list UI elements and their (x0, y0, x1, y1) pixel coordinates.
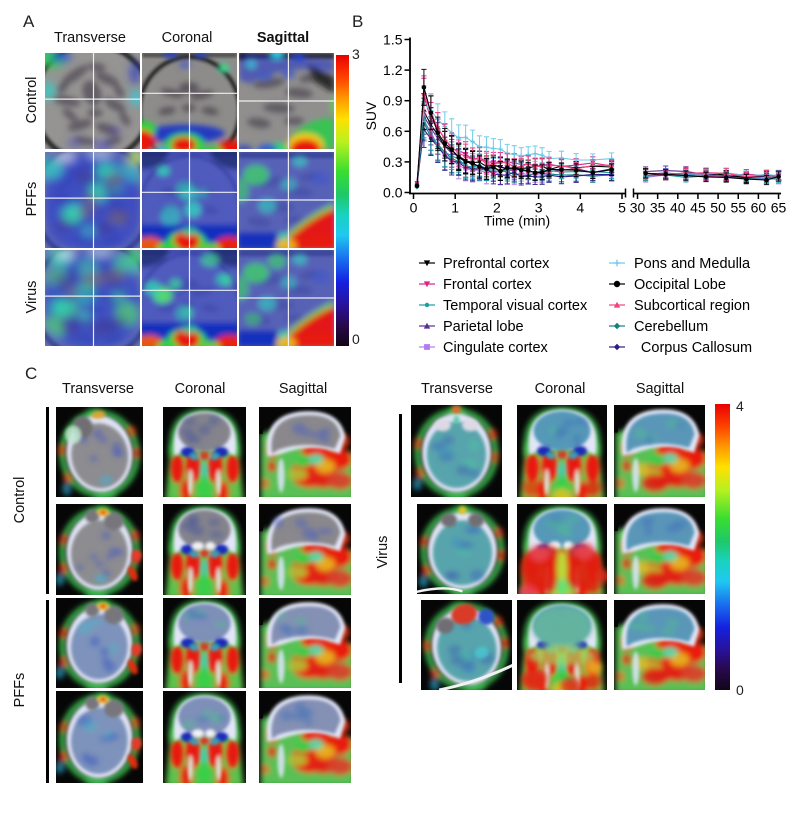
svg-text:0.6: 0.6 (383, 123, 403, 139)
svg-text:30: 30 (630, 200, 646, 216)
svg-text:0.0: 0.0 (383, 185, 403, 201)
svg-text:Time (min): Time (min) (484, 213, 550, 229)
svg-text:1.2: 1.2 (383, 62, 403, 78)
svg-text:Pons and Medulla: Pons and Medulla (634, 256, 751, 272)
svg-text:Cerebellum: Cerebellum (634, 319, 708, 335)
svg-text:1: 1 (451, 200, 459, 216)
svg-text:50: 50 (710, 200, 726, 216)
svg-text:65: 65 (771, 200, 787, 216)
svg-text:Cingulate cortex: Cingulate cortex (443, 340, 549, 356)
svg-text:0.9: 0.9 (383, 93, 403, 109)
svg-text:5: 5 (618, 200, 626, 216)
svg-text:0: 0 (410, 200, 418, 216)
svg-text:45: 45 (690, 200, 706, 216)
svg-text:1.5: 1.5 (383, 32, 403, 48)
svg-text:Temporal visual cortex: Temporal visual cortex (443, 298, 588, 314)
svg-text:35: 35 (650, 200, 666, 216)
svg-text:60: 60 (751, 200, 767, 216)
svg-text:Frontal cortex: Frontal cortex (443, 277, 532, 293)
svg-text:3: 3 (535, 200, 543, 216)
svg-text:Occipital Lobe: Occipital Lobe (634, 277, 726, 293)
svg-text:55: 55 (730, 200, 746, 216)
svg-text:Parietal lobe: Parietal lobe (443, 319, 524, 335)
svg-text:40: 40 (670, 200, 686, 216)
svg-text:Corpus Callosum: Corpus Callosum (634, 340, 752, 356)
svg-text:2: 2 (493, 200, 501, 216)
svg-text:SUV: SUV (363, 101, 379, 130)
svg-text:Prefrontal cortex: Prefrontal cortex (443, 256, 550, 272)
svg-text:Subcortical region: Subcortical region (634, 298, 750, 314)
svg-text:0.3: 0.3 (383, 154, 403, 170)
svg-text:4: 4 (576, 200, 584, 216)
